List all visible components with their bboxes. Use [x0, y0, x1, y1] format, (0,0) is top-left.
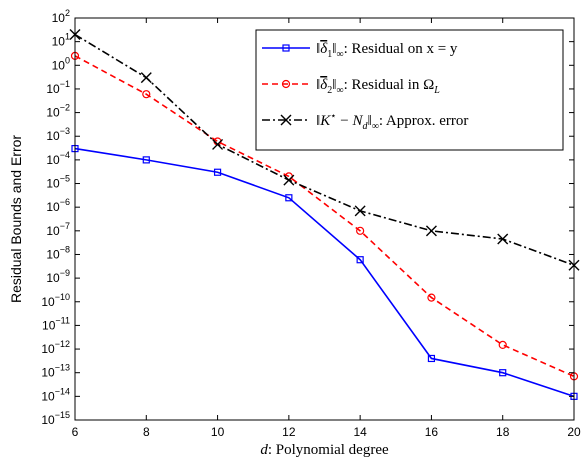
series-3-point [212, 138, 224, 150]
series-1-point [499, 369, 507, 377]
series-3 [69, 29, 580, 271]
legend-marker [281, 79, 291, 89]
series-1-point [213, 168, 222, 176]
series-1-point [285, 194, 293, 202]
y-tick-label: 10−15 [41, 410, 70, 427]
series-2-line [74, 55, 575, 378]
y-tick-label: 10−3 [46, 126, 70, 143]
plot-frame [74, 17, 575, 421]
series-3-point [283, 174, 295, 186]
series-3-line [74, 33, 575, 267]
y-tick-label: 101 [52, 32, 70, 49]
legend-entry-3: ‖K⋆ − Nd‖∞: Approx. error [262, 111, 468, 132]
x-tick-label: 6 [72, 425, 79, 439]
y-tick-label: 10−8 [46, 244, 70, 261]
x-tick-label: 16 [425, 425, 439, 439]
x-tick-label: 10 [211, 425, 225, 439]
legend-entry-1: ‖δ1‖∞: Residual on x = y [262, 41, 458, 60]
series-1-point [142, 156, 150, 164]
x-tick-label: 14 [353, 425, 367, 439]
y-tick-label: 102 [52, 8, 70, 25]
y-tick-label: 10−7 [46, 221, 70, 238]
series-1-point [427, 354, 436, 363]
y-axis-label: Residual Bounds and Error [8, 135, 24, 303]
series-3-point [354, 205, 366, 217]
series-3-point [140, 72, 152, 84]
y-tick-label: 10−5 [46, 174, 70, 191]
series-3-point [497, 233, 509, 245]
x-tick-label: 18 [496, 425, 510, 439]
series-3-point [425, 225, 437, 237]
y-tick-label: 10−12 [41, 339, 70, 356]
y-tick-label: 10−1 [46, 79, 70, 96]
series-1-line [74, 147, 575, 398]
x-axis-label: d: Polynomial degree [260, 442, 389, 458]
legend-entry-2: ‖δ2‖∞: Residual in ΩL [262, 77, 440, 96]
series-2-point [142, 90, 151, 99]
legend-label: ‖δ1‖∞: Residual on x = y [316, 41, 458, 60]
y-tick-label: 100 [52, 55, 70, 72]
legend-marker [280, 114, 292, 126]
y-tick-label: 10−11 [42, 315, 70, 332]
x-tick-label: 12 [282, 425, 296, 439]
x-tick-label: 20 [567, 425, 581, 439]
legend: ‖δ1‖∞: Residual on x = y ‖δ2‖∞: Residual … [255, 29, 564, 151]
series-2-point [356, 226, 365, 235]
x-tick-label: 8 [143, 425, 150, 439]
legend-marker [282, 44, 290, 52]
series-2-point [498, 340, 507, 349]
y-tick-label: 10−10 [41, 292, 70, 309]
y-tick-label: 10−14 [41, 386, 70, 403]
y-tick-label: 10−9 [46, 268, 70, 285]
series-1-point [356, 256, 364, 264]
y-tick-label: 10−4 [46, 150, 70, 167]
legend-label: ‖δ2‖∞: Residual in ΩL [316, 77, 440, 96]
y-tick-label: 10−2 [46, 103, 70, 120]
y-tick-label: 10−13 [41, 363, 70, 380]
y-tick-label: 10−6 [46, 197, 70, 214]
series-2-point [427, 293, 436, 302]
legend-box [255, 29, 564, 151]
legend-label: ‖K⋆ − Nd‖∞: Approx. error [316, 111, 468, 132]
